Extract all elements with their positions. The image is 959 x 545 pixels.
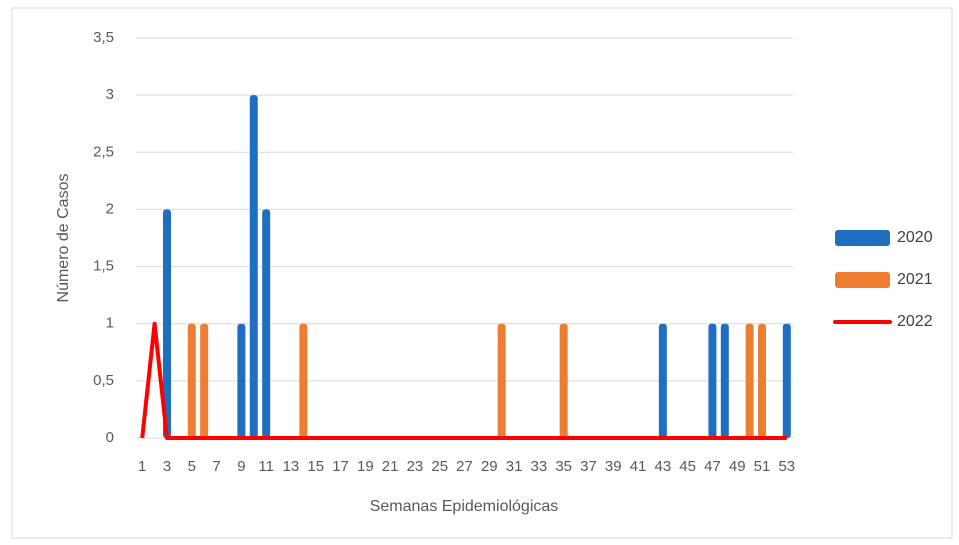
- bar: [200, 323, 209, 438]
- bar: [708, 323, 717, 438]
- legend-swatch: [835, 272, 890, 288]
- y-tick-label: 0: [106, 429, 114, 446]
- bar: [782, 323, 791, 438]
- legend-label: 2021: [897, 271, 933, 288]
- bar: [559, 323, 568, 438]
- bar: [187, 323, 196, 438]
- x-tick-label: 41: [630, 458, 647, 475]
- bar: [249, 95, 258, 439]
- bar: [162, 209, 171, 438]
- x-tick-label: 47: [704, 458, 721, 475]
- x-tick-label: 49: [729, 458, 746, 475]
- y-tick-label: 2,5: [93, 143, 114, 160]
- x-tick-label: 25: [431, 458, 448, 475]
- x-tick-label: 33: [531, 458, 548, 475]
- x-tick-label: 21: [382, 458, 399, 475]
- line: [140, 321, 787, 440]
- x-tick-label: 11: [258, 458, 274, 475]
- x-tick-label: 23: [407, 458, 424, 475]
- legend-swatch: [835, 230, 890, 246]
- legend-label: 2022: [897, 313, 933, 330]
- x-tick-label: 15: [307, 458, 324, 475]
- x-tick-label: 9: [237, 458, 245, 475]
- bar: [299, 323, 308, 438]
- y-tick-label: 3: [106, 86, 114, 103]
- x-axis-title: Semanas Epidemiológicas: [370, 498, 559, 515]
- x-tick-label: 45: [679, 458, 696, 475]
- y-tick-label: 2: [106, 200, 114, 217]
- bar: [720, 323, 729, 438]
- bar: [262, 209, 271, 438]
- x-tick-label: 51: [754, 458, 771, 475]
- x-tick-label: 39: [605, 458, 622, 475]
- x-tick-label: 1: [138, 458, 146, 475]
- bar: [658, 323, 667, 438]
- x-tick-label: 29: [481, 458, 498, 475]
- x-tick-label: 37: [580, 458, 597, 475]
- y-tick-label: 0,5: [93, 372, 114, 389]
- y-tick-label: 1: [106, 315, 114, 332]
- x-tick-label: 7: [212, 458, 220, 475]
- x-tick-label: 17: [332, 458, 349, 475]
- y-tick-label: 3,5: [93, 29, 114, 46]
- y-tick-label: 1,5: [93, 258, 114, 275]
- y-axis-title: Número de Casos: [55, 174, 72, 303]
- x-tick-label: 19: [357, 458, 374, 475]
- x-tick-label: 35: [555, 458, 572, 475]
- x-tick-label: 53: [778, 458, 795, 475]
- x-tick-label: 43: [654, 458, 671, 475]
- bar: [758, 323, 767, 438]
- x-tick-label: 27: [456, 458, 473, 475]
- bar: [237, 323, 246, 438]
- x-tick-label: 13: [283, 458, 300, 475]
- x-tick-label: 31: [506, 458, 523, 475]
- legend-label: 2020: [897, 229, 933, 246]
- x-tick-label: 3: [163, 458, 171, 475]
- bar: [497, 323, 506, 438]
- x-tick-label: 5: [188, 458, 196, 475]
- bar: [745, 323, 754, 438]
